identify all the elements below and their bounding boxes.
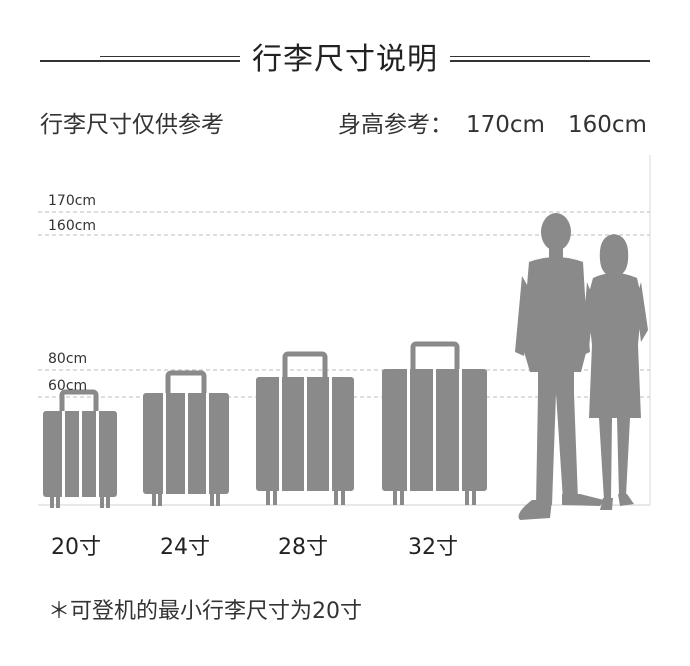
title-rule-left-inner [100,56,240,57]
height-female: 160cm [568,112,647,138]
height-male: 170cm [466,112,545,138]
size-label-24: 24寸 [160,535,210,560]
height-reference-label: 身高参考： [338,112,453,138]
suitcase-20 [43,389,117,508]
size-label-32: 32寸 [408,535,458,560]
suitcase-24 [143,370,229,506]
guide-label-160: 160cm [48,218,97,234]
reference-note: 行李尺寸仅供参考 [40,112,224,138]
carry-on-note: ＊可登机的最小行李尺寸为20寸 [48,599,362,624]
guide-label-60: 60cm [48,378,88,394]
size-label-28: 28寸 [278,535,328,560]
suitcase-28 [256,351,354,505]
page-header: 行李尺寸说明 [0,40,690,80]
page-title: 行李尺寸说明 [252,42,438,77]
suitcase-32 [382,341,487,505]
title-rule-right-inner [450,56,590,57]
female-silhouette [582,234,648,510]
size-label-20: 20寸 [51,535,101,560]
male-silhouette [515,213,604,520]
guide-label-80: 80cm [48,351,88,367]
title-rule-left-outer [40,60,240,62]
title-rule-right-outer [450,60,650,62]
guide-label-170: 170cm [48,193,97,209]
